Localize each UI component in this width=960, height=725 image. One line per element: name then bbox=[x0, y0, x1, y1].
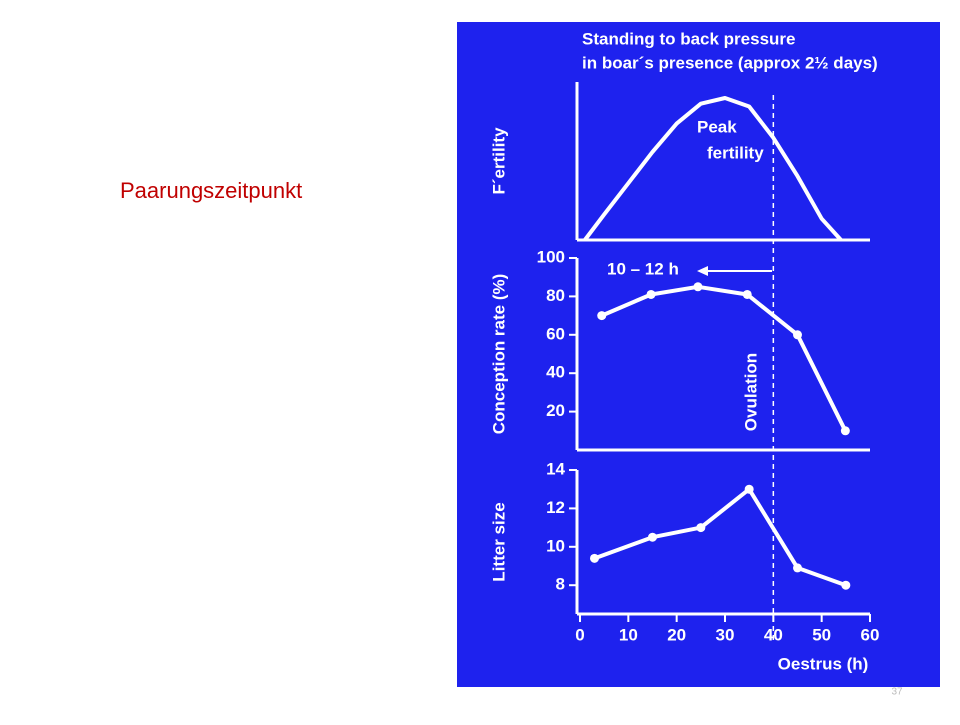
data-point bbox=[648, 532, 657, 542]
data-point bbox=[590, 553, 599, 563]
data-point bbox=[742, 289, 752, 299]
data-line bbox=[600, 284, 848, 432]
y-axis-label: F´ertility bbox=[489, 127, 508, 195]
chart-title: Standing to back pressure bbox=[582, 29, 796, 48]
data-point bbox=[840, 426, 850, 436]
data-line bbox=[583, 96, 843, 242]
x-tick-label: 30 bbox=[716, 625, 735, 644]
y-tick-label: 8 bbox=[556, 575, 565, 594]
y-axis-label: Litter size bbox=[489, 502, 508, 581]
page-number: 37 bbox=[891, 687, 903, 698]
x-axis-label: Oestrus (h) bbox=[778, 654, 869, 673]
data-point bbox=[646, 289, 656, 299]
x-tick-label: 0 bbox=[575, 625, 584, 644]
data-point bbox=[841, 580, 851, 590]
y-tick-label: 14 bbox=[546, 459, 565, 478]
annotation: fertility bbox=[707, 143, 764, 162]
y-tick-label: 20 bbox=[546, 401, 565, 420]
x-tick-label: 60 bbox=[861, 625, 880, 644]
x-tick-label: 50 bbox=[812, 625, 831, 644]
data-point bbox=[597, 311, 607, 321]
x-tick-label: 40 bbox=[764, 625, 783, 644]
annotation: 10 – 12 h bbox=[607, 259, 679, 278]
y-tick-label: 10 bbox=[546, 536, 565, 555]
data-point bbox=[693, 282, 703, 292]
y-tick-label: 60 bbox=[546, 324, 565, 343]
y-tick-label: 40 bbox=[546, 363, 565, 382]
y-tick-label: 12 bbox=[546, 498, 565, 517]
data-point bbox=[744, 484, 754, 494]
x-tick-label: 20 bbox=[667, 625, 686, 644]
chart-panel bbox=[457, 22, 940, 687]
y-axis-label: Conception rate (%) bbox=[489, 274, 508, 435]
data-line bbox=[593, 487, 847, 588]
y-tick-label: 100 bbox=[537, 247, 565, 266]
chart-title: in boar´s presence (approx 2½ days) bbox=[582, 53, 878, 72]
slide-title: Paarungszeitpunkt bbox=[120, 178, 302, 203]
y-tick-label: 80 bbox=[546, 286, 565, 305]
data-point bbox=[696, 523, 706, 533]
vline-label: Ovulation bbox=[741, 353, 760, 431]
data-point bbox=[793, 563, 802, 573]
annotation: Peak bbox=[697, 117, 737, 136]
x-tick-label: 10 bbox=[619, 625, 638, 644]
data-point bbox=[793, 330, 802, 340]
arrow-head bbox=[697, 266, 708, 276]
